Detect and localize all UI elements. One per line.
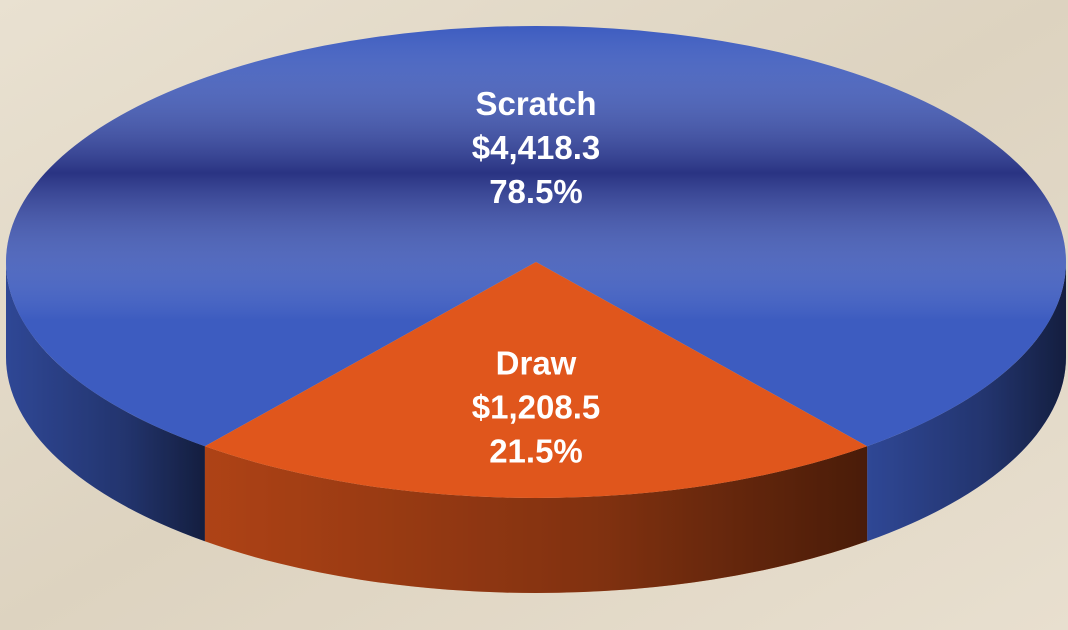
slice-labels: Scratch $4,418.3 78.5% Draw $1,208.5 21.5%: [472, 85, 600, 470]
slice: [204, 262, 868, 499]
slice-side-shade: [867, 262, 1066, 542]
slice-label-value: $4,418.3: [472, 129, 600, 166]
slice-label-value: $1,208.5: [472, 389, 600, 426]
slice-label-percent: 78.5%: [489, 173, 583, 210]
slice-label-name: Scratch: [475, 85, 596, 122]
slice-label-percent: 21.5%: [489, 433, 583, 470]
slice-side-shade: [6, 262, 205, 542]
slice-shade: [6, 25, 1067, 447]
slice-side-shade: [204, 446, 868, 594]
slice-label-name: Draw: [496, 345, 577, 382]
pie-tops: [6, 25, 1067, 499]
